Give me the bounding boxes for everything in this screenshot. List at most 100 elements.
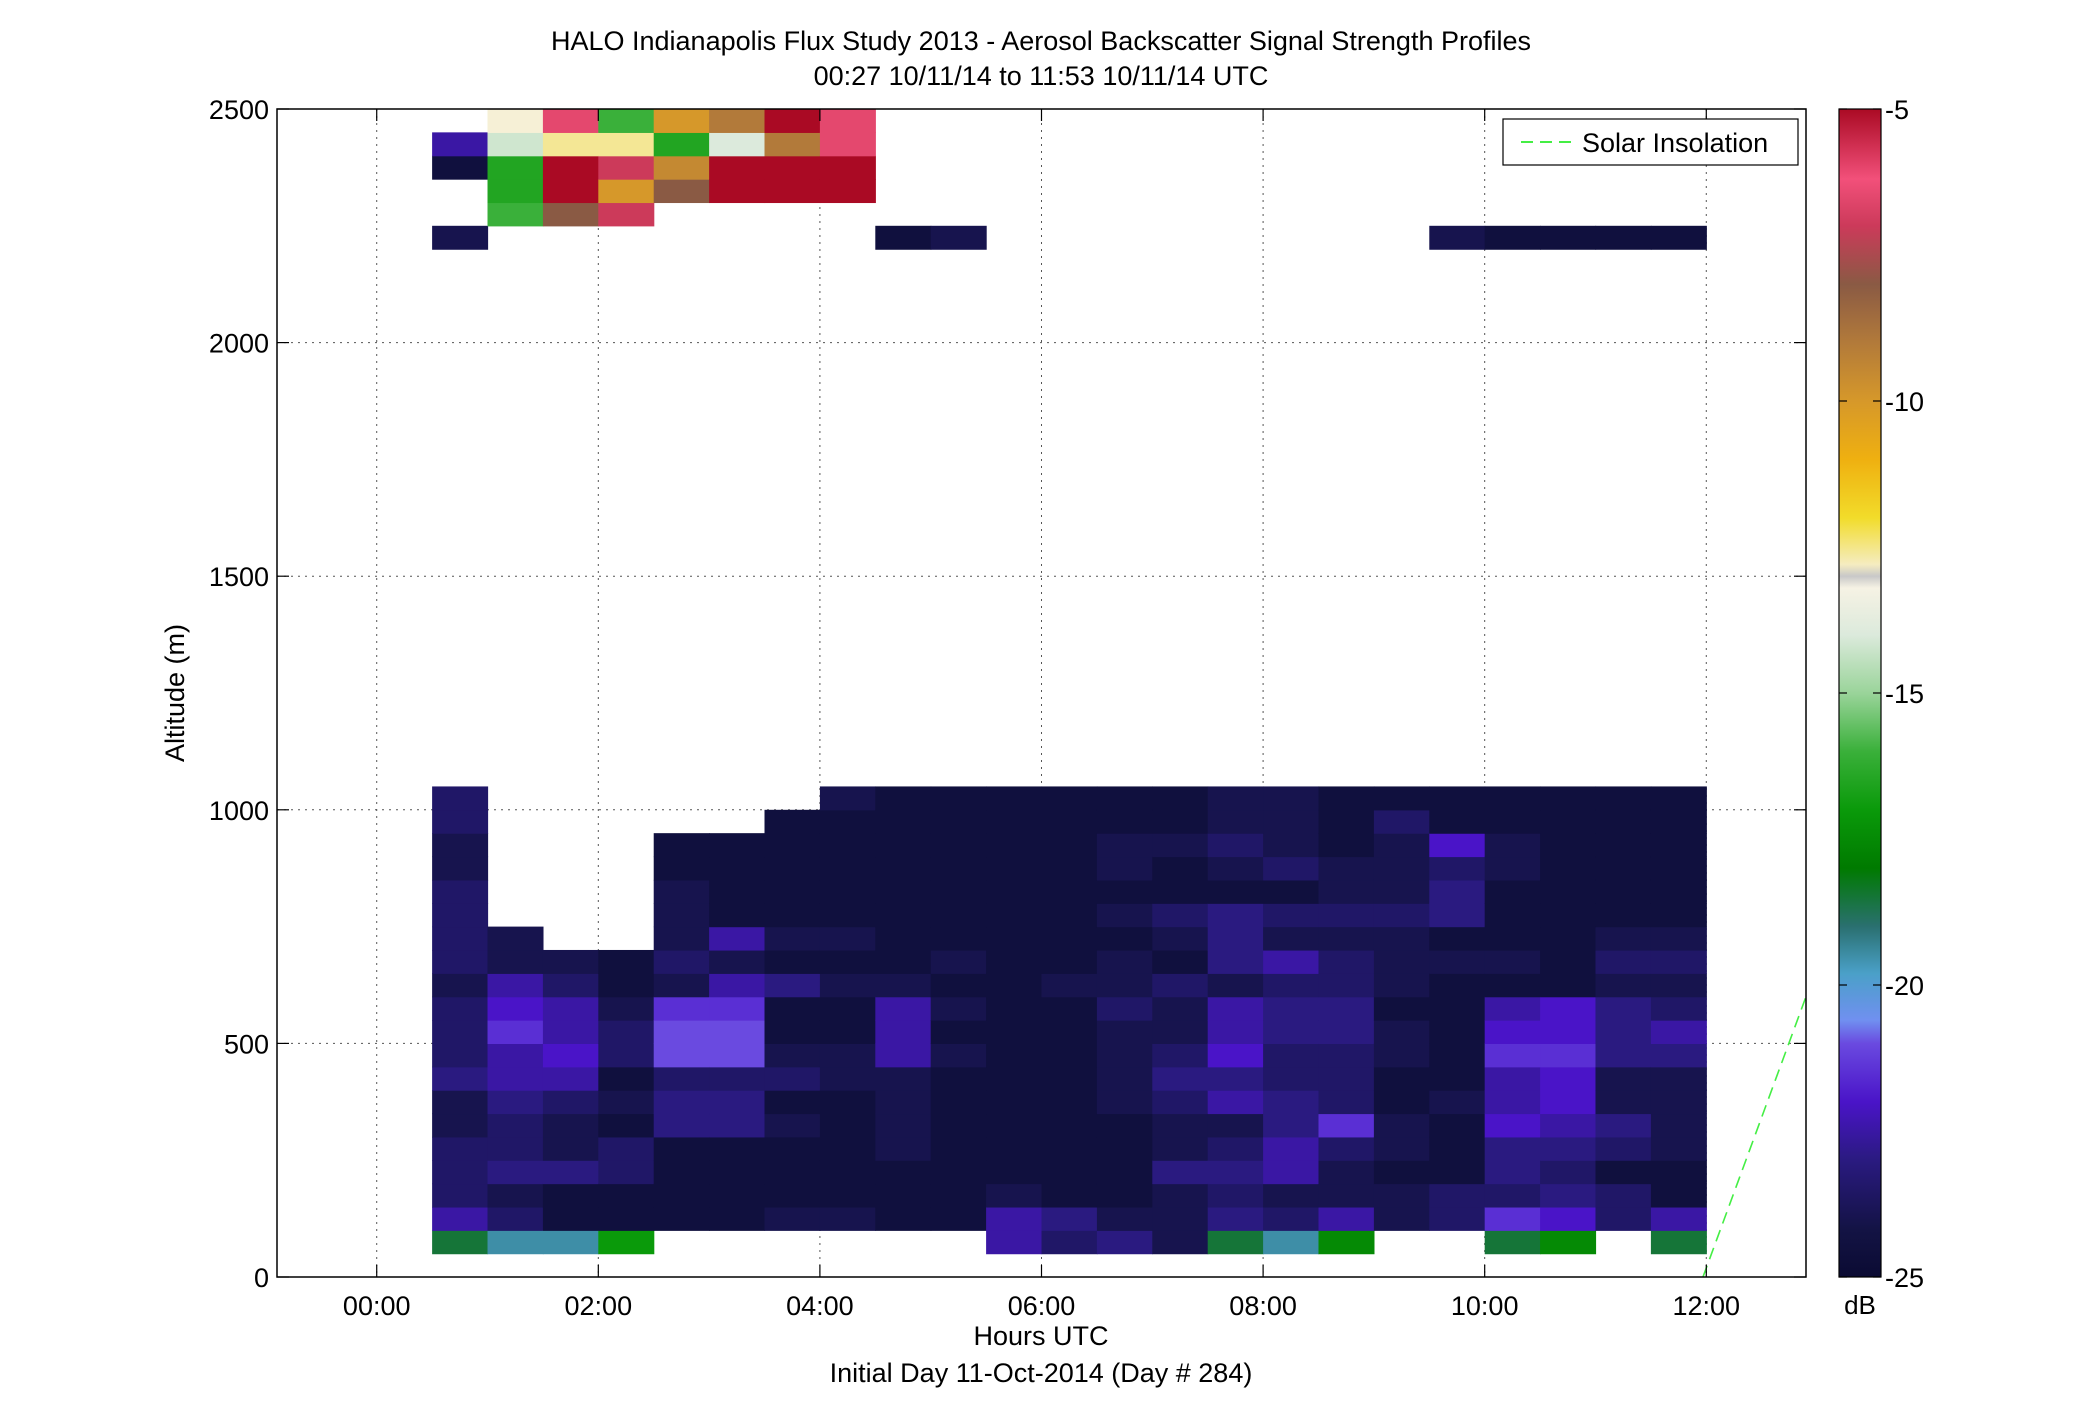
heatmap-cell	[986, 879, 1043, 904]
heatmap-cell	[1207, 996, 1264, 1021]
heatmap-cell	[653, 155, 710, 180]
heatmap-cell	[764, 809, 821, 834]
heatmap-cell	[986, 1113, 1043, 1138]
heatmap-cell	[1152, 926, 1209, 951]
legend: Solar Insolation	[1502, 118, 1799, 166]
heatmap-cell	[986, 949, 1043, 974]
heatmap-cell	[598, 1160, 655, 1185]
heatmap-cell	[875, 1020, 932, 1044]
heatmap-cell	[1429, 809, 1486, 834]
heatmap-cell	[819, 926, 876, 951]
heatmap-cell	[1263, 1043, 1320, 1068]
heatmap-cell	[875, 786, 932, 811]
heatmap-cell	[598, 1066, 655, 1091]
heatmap-cell	[1318, 1090, 1375, 1115]
heatmap-cell	[819, 856, 876, 881]
heatmap-cell	[1373, 833, 1430, 858]
heatmap-cell	[1373, 1206, 1430, 1231]
heatmap-cell	[1650, 1113, 1707, 1138]
heatmap-cell	[986, 1206, 1043, 1231]
heatmap-cell	[1152, 1230, 1209, 1255]
heatmap-cell	[1152, 1043, 1209, 1068]
heatmap-cell	[1650, 1183, 1707, 1208]
heatmap-cell	[1096, 856, 1153, 881]
heatmap-cell	[1096, 1183, 1153, 1208]
heatmap-cell	[875, 1066, 932, 1091]
heatmap-cell	[1263, 833, 1320, 858]
heatmap-cell	[819, 1113, 876, 1138]
y-tick-label: 2000	[209, 329, 269, 359]
x-tick-label: 04:00	[786, 1291, 854, 1321]
heatmap-cell	[1318, 809, 1375, 834]
heatmap-cell	[875, 1113, 932, 1138]
heatmap-cell	[1318, 1230, 1375, 1255]
colorbar-tick-label: -5	[1885, 95, 1909, 125]
heatmap-cell	[1263, 973, 1320, 998]
heatmap-cell	[598, 155, 655, 180]
heatmap-cell	[1650, 809, 1707, 834]
heatmap-cell	[1650, 833, 1707, 858]
heatmap-cell	[986, 856, 1043, 881]
heatmap-cell	[1595, 1020, 1652, 1044]
heatmap-cells	[432, 109, 1707, 1255]
heatmap-cell	[1373, 1066, 1430, 1091]
heatmap-cell	[1484, 879, 1541, 904]
heatmap-cell	[598, 1136, 655, 1161]
heatmap-cell	[1096, 1090, 1153, 1115]
heatmap-cell	[819, 996, 876, 1021]
heatmap-cell	[709, 1136, 766, 1161]
heatmap-cell	[1263, 1160, 1320, 1185]
x-tick-label: 00:00	[343, 1291, 411, 1321]
heatmap-cell	[1318, 903, 1375, 928]
heatmap-cell	[1152, 1020, 1209, 1044]
heatmap-cell	[542, 109, 599, 133]
heatmap-cell	[819, 109, 876, 133]
heatmap-cell	[1540, 903, 1597, 928]
heatmap-cell	[875, 809, 932, 834]
heatmap-cell	[1041, 1113, 1098, 1138]
heatmap-cell	[1152, 996, 1209, 1021]
heatmap-cell	[487, 1206, 544, 1231]
heatmap-cell	[1540, 786, 1597, 811]
heatmap-cell	[930, 926, 987, 951]
heatmap-cell	[1650, 949, 1707, 974]
legend-box	[1502, 118, 1799, 166]
heatmap-cell	[1429, 856, 1486, 881]
heatmap-cell	[1318, 949, 1375, 974]
heatmap-cell	[930, 1183, 987, 1208]
heatmap-cell	[1373, 879, 1430, 904]
heatmap-cell	[542, 1066, 599, 1091]
heatmap-cell	[1096, 973, 1153, 998]
heatmap-cell	[432, 1043, 489, 1068]
heatmap-cell	[1484, 833, 1541, 858]
heatmap-cell	[432, 155, 489, 180]
heatmap-cell	[764, 1066, 821, 1091]
heatmap-cell	[1595, 926, 1652, 951]
heatmap-cell	[709, 155, 766, 180]
heatmap-cell	[709, 996, 766, 1021]
heatmap-cell	[930, 1206, 987, 1231]
heatmap-cell	[1650, 1230, 1707, 1255]
colorbar-label: dB	[1844, 1290, 1876, 1320]
heatmap-cell	[819, 833, 876, 858]
heatmap-cell	[819, 1183, 876, 1208]
heatmap-cell	[1096, 1160, 1153, 1185]
heatmap-cell	[432, 786, 489, 811]
heatmap-cell	[709, 833, 766, 858]
heatmap-cell	[986, 973, 1043, 998]
heatmap-cell	[709, 1043, 766, 1068]
heatmap-cell	[1373, 996, 1430, 1021]
heatmap-cell	[1540, 926, 1597, 951]
heatmap-cell	[487, 1090, 544, 1115]
heatmap-cell	[764, 1090, 821, 1115]
heatmap-cell	[1207, 1160, 1264, 1185]
heatmap-cell	[930, 833, 987, 858]
colorbar-tick-label: -20	[1885, 971, 1924, 1001]
heatmap-cell	[1152, 1136, 1209, 1161]
heatmap-cell	[819, 1043, 876, 1068]
heatmap-cell	[930, 1136, 987, 1161]
heatmap-cell	[653, 132, 710, 157]
heatmap-cell	[1540, 879, 1597, 904]
heatmap-cell	[1318, 1160, 1375, 1185]
heatmap-cell	[487, 1160, 544, 1185]
